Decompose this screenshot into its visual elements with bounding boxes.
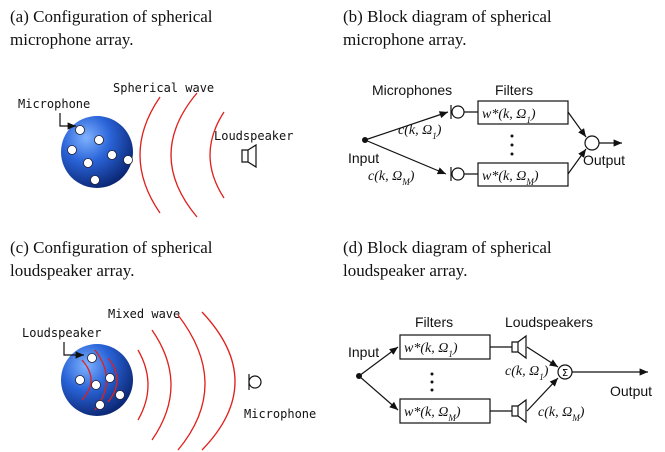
math-part: c(k, Ω [398, 123, 432, 138]
figure: (a) Configuration of spherical microphon… [0, 0, 665, 452]
speaker-icon [512, 400, 526, 422]
shape [96, 401, 105, 410]
shape [76, 376, 85, 385]
math-part: w*(k, Ω [482, 169, 526, 184]
path [359, 376, 398, 410]
math-part: ) [533, 169, 539, 184]
shape [511, 144, 514, 147]
mic [249, 376, 261, 388]
wave [171, 93, 197, 217]
label: Spherical wave [113, 81, 214, 95]
wave [138, 350, 148, 420]
caption: microphone array. [10, 30, 134, 49]
shape [106, 374, 115, 383]
dot [76, 126, 85, 135]
math-part: c(k, Ω [538, 405, 572, 420]
wave [202, 312, 235, 450]
shape [431, 389, 434, 392]
path [568, 112, 586, 137]
path [464, 112, 478, 174]
label: Loudspeaker [214, 129, 293, 143]
label: Output [583, 152, 625, 168]
math-part: c(k, Ω [368, 169, 402, 184]
wave [178, 315, 205, 450]
math: c(k, Ω1) [398, 123, 442, 141]
caption: (d) Block diagram of spherical [343, 238, 552, 257]
shape [431, 373, 434, 376]
dot [95, 136, 104, 145]
shape [431, 381, 434, 384]
mic [452, 106, 464, 118]
caption: (c) Configuration of spherical [10, 238, 213, 257]
ellipsis [511, 135, 514, 156]
wave [140, 97, 160, 213]
math-part: ) [530, 107, 536, 122]
dot [68, 146, 77, 155]
sum-node [585, 136, 599, 150]
speaker-icon [242, 145, 256, 167]
mic [452, 168, 464, 180]
caption: loudspeaker array. [10, 261, 134, 280]
label: Filters [495, 82, 533, 98]
dot [108, 151, 117, 160]
label: Microphones [372, 82, 452, 98]
caption: microphone array. [343, 30, 467, 49]
wave [152, 330, 171, 440]
dot [124, 156, 133, 165]
caption: loudspeaker array. [343, 261, 467, 280]
label: Filters [415, 314, 453, 330]
math-part: ) [452, 341, 458, 356]
math-part: ) [543, 364, 549, 379]
math-part: w*(k, Ω [482, 107, 526, 122]
caption: (a) Configuration of spherical [10, 7, 213, 26]
label: Input [348, 150, 379, 166]
shape [116, 391, 125, 400]
math-part: ) [579, 405, 585, 420]
speaker-icon [512, 336, 526, 358]
dot [91, 176, 100, 185]
math-part: c(k, Ω [505, 364, 539, 379]
math-part: ) [409, 169, 415, 184]
label: Mixed wave [108, 307, 180, 321]
label: Output [610, 383, 652, 399]
label: Loudspeaker [22, 326, 101, 340]
label: Input [348, 344, 379, 360]
label: Loudspeakers [505, 314, 593, 330]
math: c(k, ΩM) [368, 169, 415, 187]
ellipsis [431, 373, 434, 392]
math-part: ) [455, 405, 461, 420]
shape [511, 153, 514, 156]
sum-symbol: Σ [562, 368, 568, 379]
pointer [60, 113, 76, 126]
math-part: w*(k, Ω [404, 341, 448, 356]
math: c(k, ΩM) [538, 405, 585, 423]
dot [84, 159, 93, 168]
math-part: w*(k, Ω [404, 405, 448, 420]
label: Microphone [244, 407, 316, 421]
caption: (b) Block diagram of spherical [343, 7, 552, 26]
path [490, 347, 512, 411]
label: Microphone [18, 97, 90, 111]
shape [511, 135, 514, 138]
shape [92, 381, 101, 390]
math: c(k, Ω1) [505, 364, 549, 382]
wave [210, 112, 224, 198]
math-part: ) [436, 123, 442, 138]
shape [88, 354, 97, 363]
